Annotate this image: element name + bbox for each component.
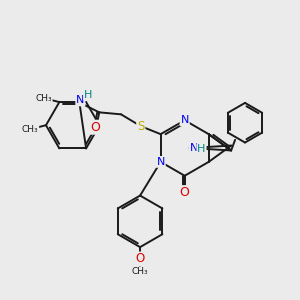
Text: H: H — [84, 89, 92, 100]
Text: O: O — [136, 253, 145, 266]
Text: O: O — [90, 121, 100, 134]
Text: CH₃: CH₃ — [35, 94, 52, 103]
Text: N: N — [181, 115, 189, 125]
Text: N: N — [189, 143, 198, 153]
Text: S: S — [137, 120, 145, 133]
Text: N: N — [76, 95, 85, 106]
Text: CH₃: CH₃ — [132, 267, 148, 276]
Text: O: O — [180, 186, 190, 199]
Text: CH₃: CH₃ — [22, 125, 38, 134]
Text: H: H — [197, 144, 206, 154]
Text: N: N — [157, 157, 165, 167]
